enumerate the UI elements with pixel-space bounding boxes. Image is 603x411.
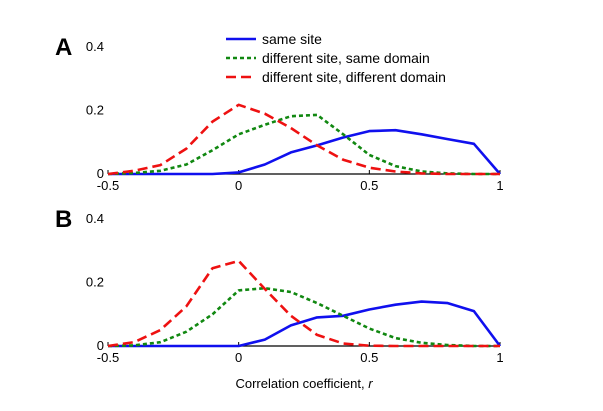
series-line-1 (108, 128, 501, 176)
y-tick-label: 0.2 (86, 275, 104, 290)
legend-label-1: same site (262, 31, 322, 47)
series-line-2 (107, 113, 500, 176)
panel-label: B (55, 206, 72, 233)
x-axis-title-variable: r (368, 376, 373, 391)
x-tick-label: 0.5 (360, 178, 378, 193)
series-line-1 (108, 300, 502, 348)
x-tick-label: 0 (235, 178, 242, 193)
y-tick-label: 0.2 (86, 103, 104, 118)
y-tick-label: 0 (97, 166, 104, 181)
series-line-3 (107, 259, 500, 348)
legend-label-3: different site, different domain (262, 69, 446, 85)
y-tick-label: 0.4 (86, 39, 104, 54)
x-tick-label: -0.5 (97, 178, 119, 193)
x-tick-label: 0 (235, 350, 242, 365)
panel-label: A (55, 34, 72, 61)
x-tick-label: -0.5 (97, 350, 119, 365)
y-tick-label: 0.4 (86, 211, 104, 226)
x-tick-label: 1 (496, 178, 503, 193)
x-tick-label: 1 (496, 350, 503, 365)
series-line-2 (107, 286, 500, 348)
x-tick-label: 0.5 (360, 350, 378, 365)
legend-label-2: different site, same domain (262, 50, 430, 66)
series-line-3 (107, 103, 500, 176)
x-axis-title-text: Correlation coefficient, (235, 376, 368, 391)
x-axis-title: Correlation coefficient, r (235, 376, 373, 391)
y-tick-label: 0 (97, 338, 104, 353)
